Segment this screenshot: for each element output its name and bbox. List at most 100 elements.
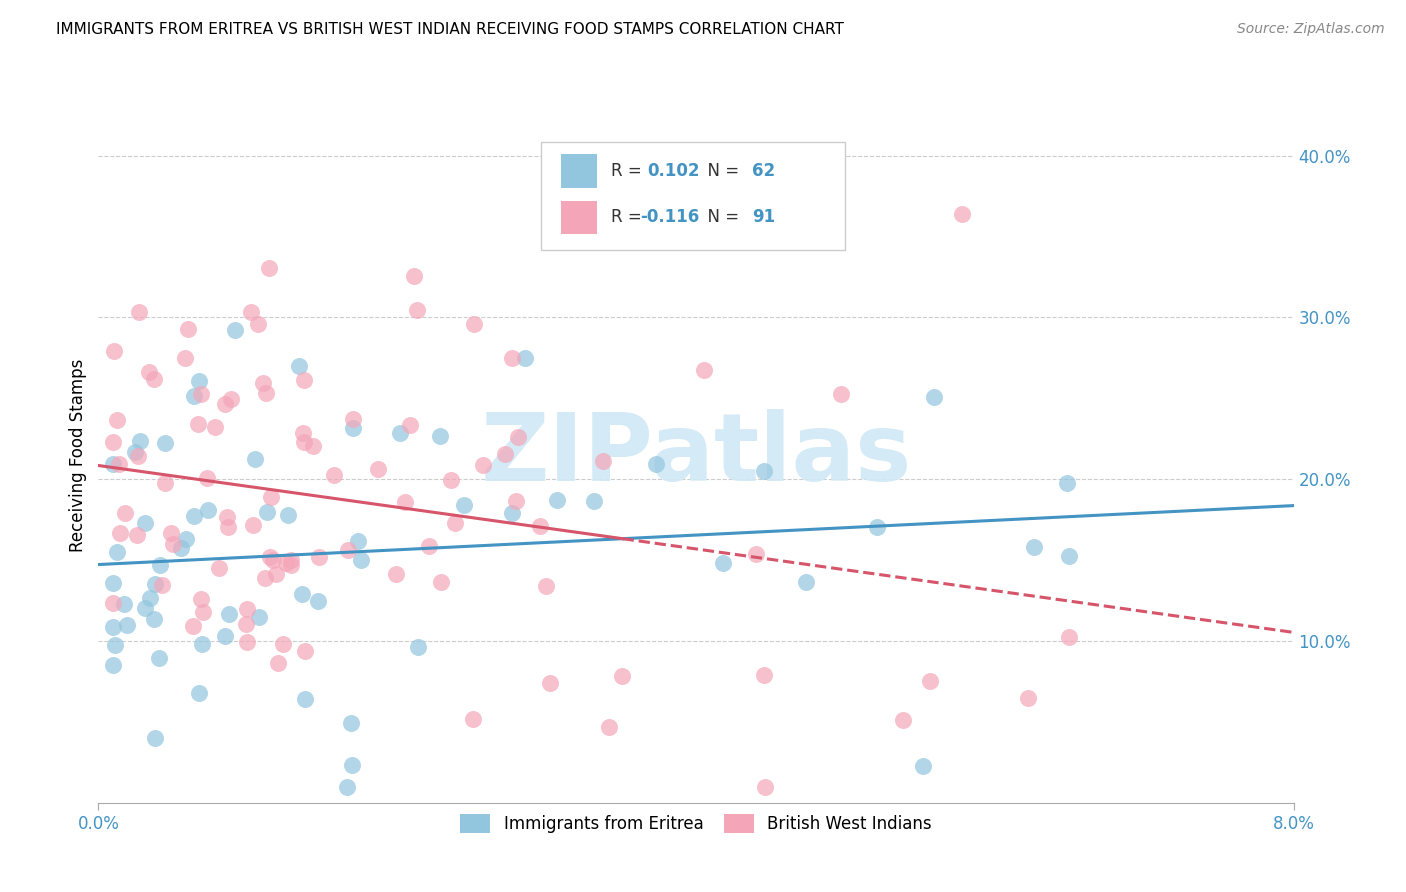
Point [247,610,270,624]
Point [292,434,315,449]
Point [1022,540,1045,554]
Point [254,571,277,585]
Point [245,451,267,466]
Point [190,387,212,401]
Point [342,412,364,426]
Point [256,506,278,520]
Legend: Immigrants from Eritrea, British West Indians: Immigrants from Eritrea, British West In… [454,807,938,839]
Point [143,612,166,626]
Point [112,597,135,611]
Point [138,365,160,379]
Point [501,351,523,365]
Point [139,591,162,605]
Point [103,435,125,450]
Point [610,669,633,683]
Point [307,594,329,608]
Point [183,389,205,403]
Point [221,392,243,407]
Point [103,596,125,610]
Point [104,638,127,652]
Point [143,731,166,745]
Point [105,545,128,559]
Point [214,629,236,643]
Point [103,344,125,359]
Point [143,576,166,591]
Point [538,675,561,690]
Point [174,351,197,366]
Point [191,637,214,651]
Point [583,494,606,508]
Point [754,780,776,794]
Point [912,758,935,772]
Point [191,605,214,619]
Point [197,503,219,517]
Point [336,780,359,794]
Point [287,359,309,373]
Point [214,396,236,410]
Point [274,556,297,570]
Point [236,602,259,616]
Point [103,620,125,634]
Point [501,506,523,520]
Point [645,457,668,471]
Point [1059,549,1081,563]
Point [190,591,212,606]
Point [350,553,373,567]
Point [340,758,363,772]
Point [866,520,889,534]
Point [224,323,246,337]
Point [103,657,125,672]
Point [406,640,429,654]
Point [239,305,262,319]
Point [150,577,173,591]
Point [174,532,197,546]
Point [336,543,359,558]
Point [505,494,527,508]
Point [252,376,274,390]
Point [262,553,284,567]
Point [463,317,485,331]
Point [153,436,176,450]
Point [463,712,485,726]
Point [142,372,165,386]
Point [127,449,149,463]
Point [188,686,211,700]
Point [134,601,156,615]
Point [115,618,138,632]
Point [153,476,176,491]
Point [444,516,467,531]
Point [292,373,315,387]
Point [399,418,422,433]
Point [950,207,973,221]
Text: 0.102: 0.102 [647,162,699,180]
Point [342,420,364,434]
Point [534,578,557,592]
Text: 62: 62 [752,162,775,180]
Point [598,720,620,734]
Point [430,575,453,590]
Point [183,508,205,523]
Point [181,619,204,633]
Text: Source: ZipAtlas.com: Source: ZipAtlas.com [1237,22,1385,37]
Y-axis label: Receiving Food Stamps: Receiving Food Stamps [69,359,87,551]
Point [186,417,208,431]
Point [204,420,226,434]
Text: -0.116: -0.116 [640,209,699,227]
Point [429,428,451,442]
Point [592,454,614,468]
Point [195,470,218,484]
Point [752,668,775,682]
Point [1056,476,1078,491]
Point [1017,690,1039,705]
Point [277,508,299,523]
Point [367,461,389,475]
Point [388,425,411,440]
Point [134,516,156,530]
Point [323,468,346,483]
Point [546,492,568,507]
Point [264,567,287,582]
Point [513,351,536,366]
Point [129,434,152,448]
Point [254,386,277,401]
Point [170,541,193,556]
